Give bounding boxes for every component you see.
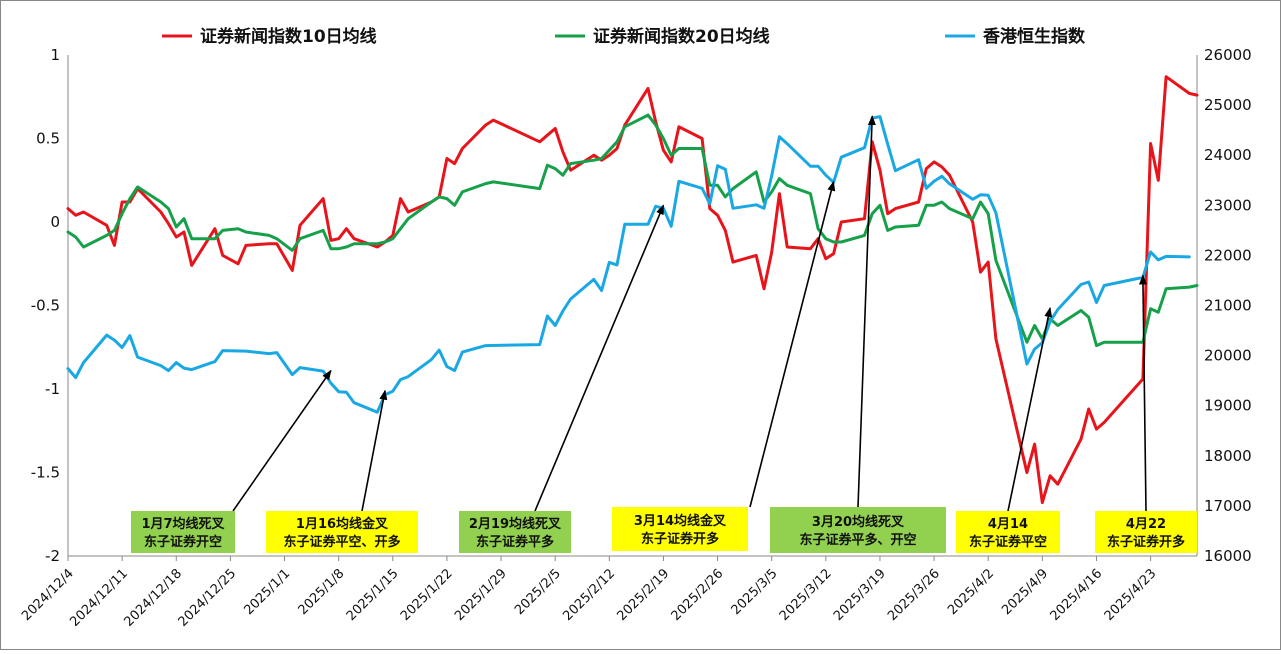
annotation-box [459,511,571,553]
annotation-box [612,507,748,551]
y-tick-right: 20000 [1204,347,1252,365]
annotation-box [131,511,235,553]
annotation-line-2: 东子证券开多 [641,531,719,547]
y-tick-right: 21000 [1204,297,1252,315]
y-tick-left: 0.5 [36,130,60,148]
y-tick-right: 17000 [1204,497,1252,515]
y-tick-right: 26000 [1204,46,1252,64]
annotation-line-1: 1月16均线金叉 [296,516,389,532]
legend: 证券新闻指数10日均线 证券新闻指数20日均线 香港恒生指数 [162,26,1086,47]
annotation-line-1: 3月20均线死叉 [812,514,905,530]
y-tick-left: -1 [45,380,60,398]
annotation-box [1095,511,1197,553]
annotation-arrow [1007,307,1053,512]
y-tick-right: 18000 [1204,447,1252,465]
y-tick-right: 24000 [1204,146,1252,164]
y-tick-right: 23000 [1204,196,1252,214]
annotation-line-2: 东子证券平空、开多 [283,534,400,550]
ann-apr14: 4月14 东子证券平空 [956,307,1060,553]
y-tick-left: -2 [45,547,60,565]
y-tick-left: -1.5 [31,464,60,482]
series-line-2 [66,113,1199,348]
annotation-arrow [857,115,876,508]
annotation-line-2: 东子证券平多 [476,534,554,550]
annotation-line-2: 东子证券平空 [969,534,1047,550]
legend-label-2: 证券新闻指数20日均线 [593,26,770,47]
annotation-line-2: 东子证券开空 [144,534,222,550]
annotation-box [266,511,418,553]
y-tick-right: 19000 [1204,397,1252,415]
annotation-line-2: 东子证券开多 [1107,534,1185,550]
annotation-box [956,511,1060,553]
annotation-line-1: 2月19均线死叉 [469,516,562,532]
annotation-line-1: 3月14均线金叉 [634,513,727,529]
y-tick-right: 25000 [1204,96,1252,114]
ann-apr22: 4月22 东子证券开多 [1095,274,1197,553]
annotation-arrow [361,389,388,512]
y-tick-left: -0.5 [31,297,60,315]
annotation-arrow [232,369,332,512]
annotation-line-1: 1月7均线死叉 [141,516,225,532]
series-line-1 [66,75,1199,505]
series-line-3 [66,115,1191,414]
annotation-arrow [749,180,836,508]
annotation-box [770,507,946,553]
legend-label-1: 证券新闻指数10日均线 [200,26,377,47]
annotation-line-1: 4月14 [988,517,1028,532]
annotation-arrow [534,204,665,512]
annotation-line-1: 4月22 [1126,517,1166,532]
y-tick-left: 1 [50,46,60,64]
legend-label-3: 香港恒生指数 [983,26,1086,47]
series-layer [66,75,1199,505]
y-tick-right: 16000 [1204,547,1252,565]
annotations: 1月7均线死叉东子证券开空1月16均线金叉东子证券平空、开多2月19均线死叉东子… [131,115,1197,553]
annotation-arrow [1138,274,1147,512]
annotation-line-2: 东子证券平多、开空 [799,532,916,548]
y-tick-right: 22000 [1204,246,1252,264]
y-tick-left: 0 [50,213,60,231]
